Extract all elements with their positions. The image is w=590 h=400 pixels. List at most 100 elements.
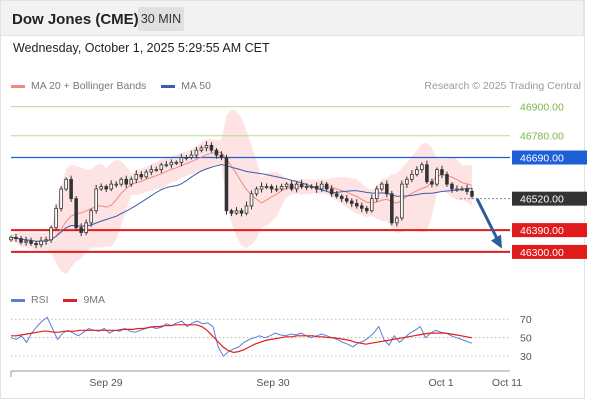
rsi-legend: RSI 9MA [11,294,117,306]
candle-body [264,186,269,188]
bollinger-band [11,109,472,275]
ma20-swatch [11,84,25,88]
candle-body [415,169,419,175]
candle-body [234,210,239,214]
candle-body [460,188,464,191]
candle-body [395,217,399,224]
projection-arrow [475,197,499,240]
candle-body [194,149,199,156]
candle-body [159,164,164,171]
candle-body [74,198,78,229]
candle-body [279,186,284,190]
candle-body [164,164,169,167]
candle-body [435,169,439,185]
rsi-line [10,316,473,357]
candle-body [430,181,434,185]
level-label-46520.00: 46520.00 [520,194,564,206]
candle-body [59,188,63,209]
level-tag-46520.00 [512,191,587,206]
ma50-swatch [161,84,176,88]
candle-body [89,210,93,224]
chart-header: Dow Jones (CME) 30 MIN [0,0,584,36]
level-label-46690.00: 46690.00 [520,153,564,165]
candle-body [229,210,234,214]
candle-body [314,186,319,190]
candle-body [169,161,174,166]
rsi-level-label-50: 50 [520,333,532,345]
candle-body [349,200,354,204]
price-legend: MA 20 + Bollinger Bands MA 50 [11,80,223,92]
candle-body [354,203,359,207]
level-tag-46690.00 [512,150,587,165]
candle-body [124,178,129,185]
candle-body [364,207,369,212]
rsi-ma-swatch [63,298,78,302]
candle-body [69,178,73,200]
candle-body [329,188,334,195]
candle-body [119,178,124,185]
candle-body [445,174,449,185]
candle-body [410,174,414,180]
rsi-swatch [11,298,25,302]
candle-body [9,236,13,241]
candle-body [380,183,384,190]
ma20-line [10,151,473,242]
candle-body [149,169,154,173]
candle-body [94,188,98,212]
candle-body [289,183,294,190]
candle-body [385,183,389,195]
candle-body [254,188,259,195]
x-label: Sep 30 [256,377,289,389]
candle-body [440,169,444,175]
candle-body [54,207,58,229]
candle-body [49,227,53,241]
candle-body [259,186,264,190]
candle-body [174,161,179,164]
candle-body [344,198,349,202]
projection-arrow-head [491,234,502,249]
candle-body [269,186,274,190]
candle-body [299,183,304,187]
candle-body [179,157,184,163]
chart-datetime: Wednesday, October 1, 2025 5:29:55 AM CE… [13,41,270,55]
candle-body [19,238,23,243]
legend-ma20: MA 20 + Bollinger Bands [11,80,146,92]
candle-body [239,210,244,214]
level-label-46300.00: 46300.00 [520,247,564,259]
candle-body [209,145,214,151]
candle-body [24,240,28,243]
candle-body [144,171,149,178]
candle-body [390,193,394,224]
candle-body [420,164,424,171]
candle-body [470,190,474,197]
candle-body [34,243,38,246]
level-label-46390.00: 46390.00 [520,225,564,237]
rsi-level-label-30: 30 [520,351,532,363]
x-label: Oct 1 [428,377,453,389]
candle-body [465,188,469,192]
legend-rsi: RSI [11,294,49,306]
candle-body [64,178,68,190]
candle-body [405,178,409,185]
candle-body [375,188,379,200]
candle-body [139,174,144,178]
candle-body [39,240,43,246]
x-label: Sep 29 [89,377,122,389]
level-label-46900.00: 46900.00 [520,102,564,114]
candle-body [334,193,339,197]
level-label-46780.00: 46780.00 [520,131,564,143]
candle-body [359,205,364,209]
candle-body [324,183,329,190]
candle-body [244,205,249,214]
candle-body [204,145,209,149]
candle-body [294,183,299,190]
candle-body [99,186,103,190]
legend-rsi-ma: 9MA [63,294,105,306]
candle-body [425,164,429,183]
candle-body [184,157,189,159]
timeframe-badge[interactable]: 30 MIN [138,7,184,31]
level-tag-46390.00 [512,223,587,238]
candle-body [274,188,279,191]
candle-body [154,169,159,172]
